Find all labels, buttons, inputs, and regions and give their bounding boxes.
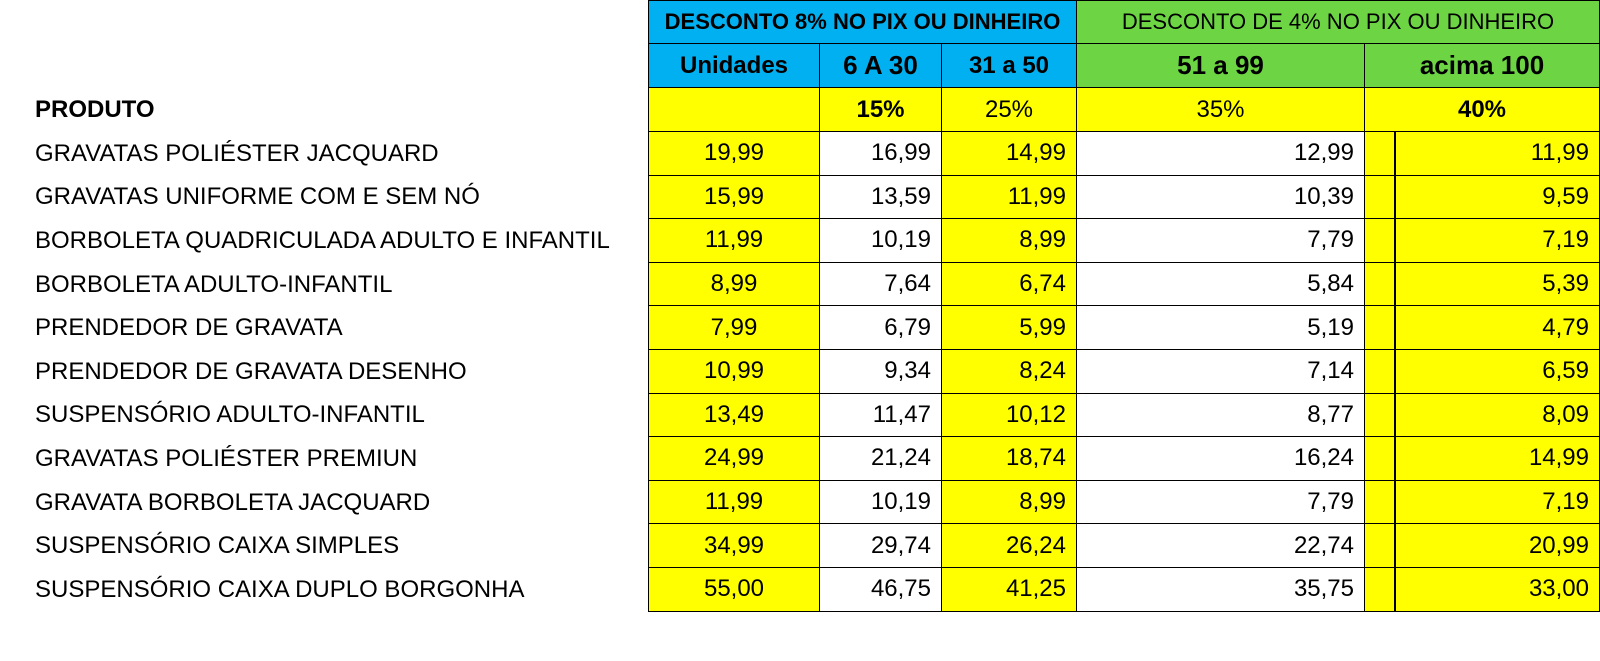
produto-label: PRODUTO bbox=[35, 95, 155, 123]
price-100: 14,99 bbox=[1364, 437, 1600, 481]
unit-price: 55,00 bbox=[648, 568, 819, 612]
price-51-99: 12,99 bbox=[1076, 132, 1364, 176]
price-51-99: 7,14 bbox=[1076, 350, 1364, 394]
unit-price: 13,49 bbox=[648, 393, 819, 438]
price-100: 20,99 bbox=[1364, 524, 1600, 568]
price-6-30: 10,19 bbox=[819, 480, 941, 525]
column-divider bbox=[1394, 132, 1396, 176]
price-31-50: 10,12 bbox=[941, 393, 1076, 438]
price-31-50: 11,99 bbox=[941, 175, 1076, 220]
product-name: BORBOLETA ADULTO-INFANTIL bbox=[35, 270, 393, 298]
column-divider bbox=[1394, 524, 1396, 568]
price-100: 4,79 bbox=[1364, 306, 1600, 350]
price-51-99: 8,77 bbox=[1076, 393, 1364, 438]
price-31-50: 26,24 bbox=[941, 524, 1076, 568]
price-31-50: 14,99 bbox=[941, 132, 1076, 176]
percent-51-99: 35% bbox=[1076, 88, 1364, 132]
unit-price: 24,99 bbox=[648, 437, 819, 481]
price-6-30: 21,24 bbox=[819, 437, 941, 481]
column-divider bbox=[1394, 393, 1396, 438]
units-column-header: Unidades bbox=[648, 44, 819, 88]
price-6-30: 9,34 bbox=[819, 350, 941, 394]
column-divider bbox=[1394, 350, 1396, 394]
discount-8-header: DESCONTO 8% NO PIX OU DINHEIRO bbox=[648, 0, 1076, 44]
price-31-50: 6,74 bbox=[941, 262, 1076, 307]
percent-31-50: 25% bbox=[941, 88, 1076, 132]
percent-100: 40% bbox=[1364, 88, 1600, 132]
price-6-30: 6,79 bbox=[819, 306, 941, 350]
product-name: SUSPENSÓRIO ADULTO-INFANTIL bbox=[35, 401, 425, 429]
percent-6-30: 15% bbox=[819, 88, 941, 132]
price-100: 7,19 bbox=[1364, 480, 1600, 525]
price-6-30: 46,75 bbox=[819, 568, 941, 612]
unit-price: 19,99 bbox=[648, 132, 819, 176]
product-name: GRAVATA BORBOLETA JACQUARD bbox=[35, 488, 431, 516]
price-51-99: 5,19 bbox=[1076, 306, 1364, 350]
product-name: BORBOLETA QUADRICULADA ADULTO E INFANTIL bbox=[35, 226, 610, 254]
price-6-30: 10,19 bbox=[819, 219, 941, 263]
price-100: 5,39 bbox=[1364, 262, 1600, 307]
product-name: GRAVATAS POLIÉSTER PREMIUN bbox=[35, 444, 418, 472]
price-6-30: 29,74 bbox=[819, 524, 941, 568]
price-6-30: 7,64 bbox=[819, 262, 941, 307]
price-31-50: 8,99 bbox=[941, 480, 1076, 525]
column-divider bbox=[1394, 306, 1396, 350]
range-51-99-header: 51 a 99 bbox=[1076, 44, 1364, 88]
units-percent-cell bbox=[648, 88, 819, 132]
price-31-50: 18,74 bbox=[941, 437, 1076, 481]
range-31-50-header: 31 a 50 bbox=[941, 44, 1076, 88]
price-31-50: 41,25 bbox=[941, 568, 1076, 612]
price-31-50: 5,99 bbox=[941, 306, 1076, 350]
column-divider bbox=[1394, 437, 1396, 481]
column-divider bbox=[1394, 175, 1396, 220]
price-100: 9,59 bbox=[1364, 175, 1600, 220]
range-100-header: acima 100 bbox=[1364, 44, 1600, 88]
range-6-30-header: 6 A 30 bbox=[819, 44, 941, 88]
price-51-99: 10,39 bbox=[1076, 175, 1364, 220]
unit-price: 8,99 bbox=[648, 262, 819, 307]
product-name: GRAVATAS UNIFORME COM E SEM NÓ bbox=[35, 183, 480, 211]
price-51-99: 22,74 bbox=[1076, 524, 1364, 568]
price-51-99: 35,75 bbox=[1076, 568, 1364, 612]
price-51-99: 16,24 bbox=[1076, 437, 1364, 481]
price-31-50: 8,24 bbox=[941, 350, 1076, 394]
price-6-30: 11,47 bbox=[819, 393, 941, 438]
column-divider bbox=[1394, 480, 1396, 525]
product-name: PRENDEDOR DE GRAVATA DESENHO bbox=[35, 357, 467, 385]
price-100: 11,99 bbox=[1364, 132, 1600, 176]
unit-price: 11,99 bbox=[648, 480, 819, 525]
price-51-99: 7,79 bbox=[1076, 480, 1364, 525]
discount-4-header: DESCONTO DE 4% NO PIX OU DINHEIRO bbox=[1076, 0, 1600, 44]
price-51-99: 5,84 bbox=[1076, 262, 1364, 307]
product-name: PRENDEDOR DE GRAVATA bbox=[35, 314, 343, 342]
price-100: 7,19 bbox=[1364, 219, 1600, 263]
price-100: 8,09 bbox=[1364, 393, 1600, 438]
unit-price: 10,99 bbox=[648, 350, 819, 394]
price-6-30: 13,59 bbox=[819, 175, 941, 220]
column-divider bbox=[1394, 568, 1396, 612]
price-6-30: 16,99 bbox=[819, 132, 941, 176]
column-divider bbox=[1394, 262, 1396, 307]
unit-price: 7,99 bbox=[648, 306, 819, 350]
unit-price: 15,99 bbox=[648, 175, 819, 220]
price-31-50: 8,99 bbox=[941, 219, 1076, 263]
unit-price: 34,99 bbox=[648, 524, 819, 568]
product-name: SUSPENSÓRIO CAIXA SIMPLES bbox=[35, 532, 400, 560]
price-100: 6,59 bbox=[1364, 350, 1600, 394]
price-100: 33,00 bbox=[1364, 568, 1600, 612]
product-name: SUSPENSÓRIO CAIXA DUPLO BORGONHA bbox=[35, 575, 525, 603]
price-51-99: 7,79 bbox=[1076, 219, 1364, 263]
product-name: GRAVATAS POLIÉSTER JACQUARD bbox=[35, 139, 439, 167]
column-divider bbox=[1394, 219, 1396, 263]
unit-price: 11,99 bbox=[648, 219, 819, 263]
